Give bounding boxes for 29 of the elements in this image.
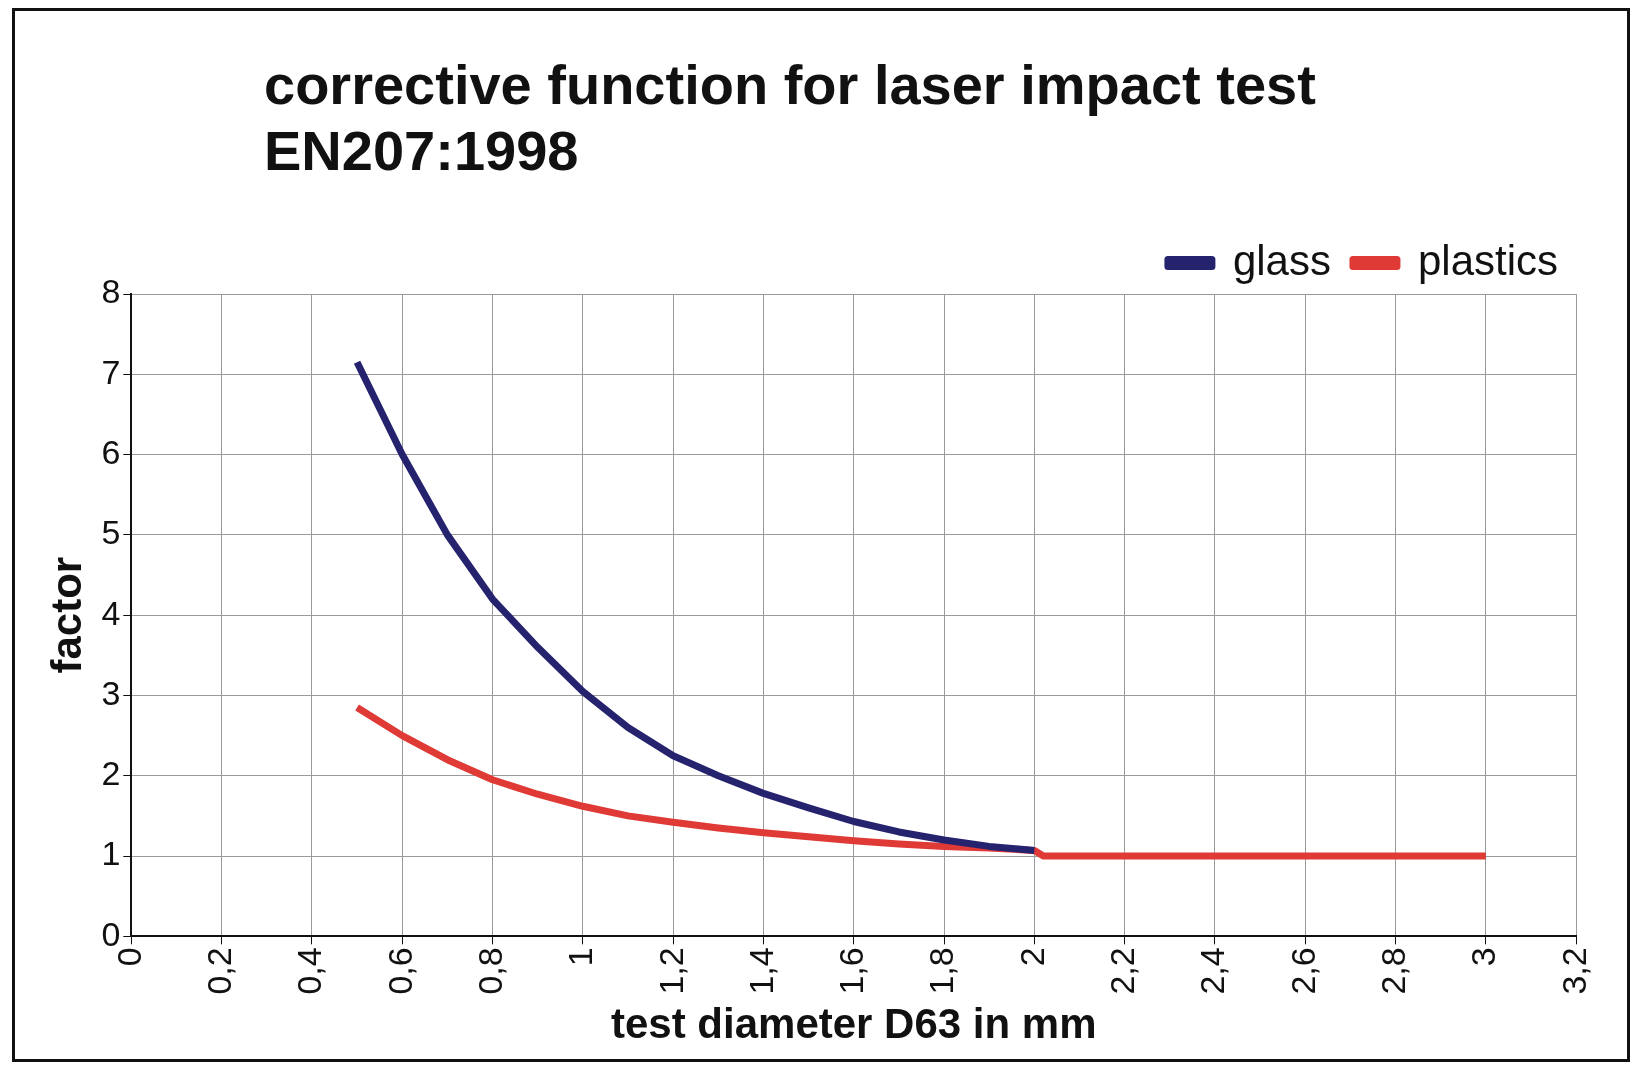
legend-label: glass <box>1232 236 1331 284</box>
x-tick-label: 1,8 <box>922 947 961 995</box>
x-tick-label: 2,4 <box>1193 947 1232 995</box>
x-axis-title: test diameter D63 in mm <box>611 1000 1097 1048</box>
x-tick-label: 2,2 <box>1103 947 1142 995</box>
x-tick-label: 1,2 <box>651 947 690 995</box>
x-tick-label: 0,2 <box>199 947 238 995</box>
x-tick-label: 0,4 <box>290 947 329 995</box>
chart-title: corrective function for laser impact test EN207:1998 <box>264 52 1316 184</box>
x-tick-label: 3,2 <box>1554 947 1593 995</box>
x-tick-label: 3 <box>1464 947 1503 967</box>
x-tick-label: 2,6 <box>1283 947 1322 995</box>
legend-label: plastics <box>1417 236 1559 284</box>
y-tick-label: 7 <box>101 352 121 391</box>
y-tick-label: 5 <box>101 513 121 552</box>
x-tick-label: 1 <box>561 947 600 967</box>
y-tick-label: 4 <box>101 593 121 632</box>
x-tick-label: 1,6 <box>832 947 871 995</box>
x-tick-label: 2,8 <box>1373 947 1412 995</box>
x-tick-label: 0,6 <box>380 947 419 995</box>
y-tick-label: 2 <box>101 754 121 793</box>
x-tick-label: 0,8 <box>470 947 509 995</box>
y-tick-label: 1 <box>101 834 121 873</box>
y-axis-title: factor <box>42 556 90 674</box>
x-tick-label: 1,4 <box>741 947 780 995</box>
y-tick-label: 3 <box>101 673 121 712</box>
y-tick-label: 8 <box>101 272 121 311</box>
y-tick-label: 6 <box>101 432 121 471</box>
x-tick-label: 2 <box>1012 947 1051 967</box>
